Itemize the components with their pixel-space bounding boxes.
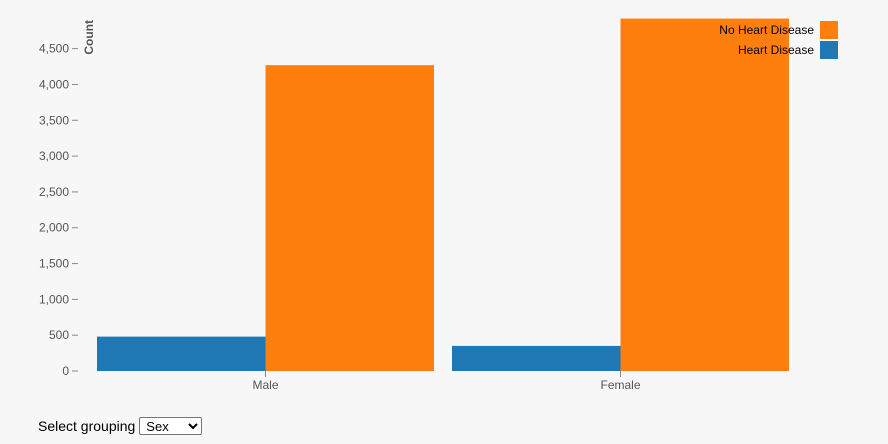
grouping-controls: Select grouping Sex [38, 417, 203, 435]
legend-swatch [820, 21, 838, 39]
y-tick-label: 2,000 [39, 221, 69, 235]
y-tick-label: 1,000 [39, 292, 69, 306]
bar-heart-disease-male [97, 336, 266, 371]
legend-label: No Heart Disease [719, 23, 814, 37]
y-tick-label: 3,000 [39, 149, 69, 163]
y-tick-label: 4,500 [39, 42, 69, 56]
y-tick-label: 3,500 [39, 113, 69, 127]
y-tick-label: 4,000 [39, 77, 69, 91]
legend: No Heart Disease Heart Disease [719, 21, 838, 59]
y-tick-label: 2,500 [39, 185, 69, 199]
y-tick-label: 0 [62, 364, 69, 378]
legend-swatch [820, 41, 838, 59]
bar-no-heart-disease-male [265, 65, 434, 371]
y-tick-label: 1,500 [39, 257, 69, 271]
y-axis-title: Count [82, 20, 96, 55]
x-tick-label: Male [252, 378, 278, 392]
grouping-label: Select grouping [38, 418, 136, 434]
y-tick-label: 500 [49, 328, 69, 342]
x-tick-label: Female [600, 378, 640, 392]
bar-heart-disease-female [452, 345, 621, 371]
legend-label: Heart Disease [738, 43, 814, 57]
bar-chart: 0 500 1,000 1,500 2,000 2,500 3,000 3,500 4,000 4… [39, 18, 838, 392]
grouping-select[interactable]: Sex [139, 417, 203, 435]
bar-no-heart-disease-female [620, 18, 789, 371]
